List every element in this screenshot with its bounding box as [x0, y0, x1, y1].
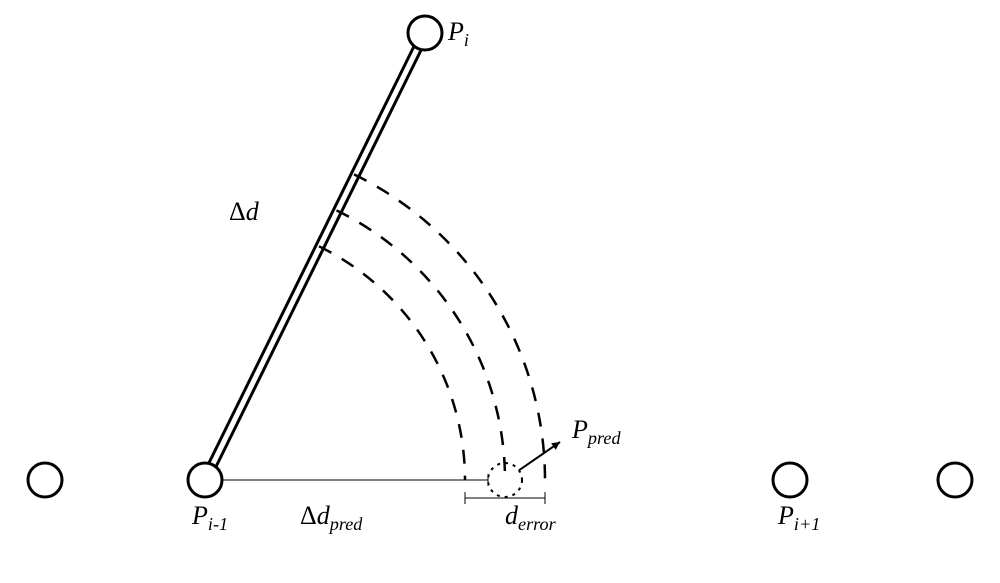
- mid-arc: [337, 210, 505, 480]
- outer-arc: [354, 174, 545, 480]
- far-left-node: [28, 463, 62, 497]
- P-i-label: Pi: [447, 17, 469, 50]
- p-i-node: [408, 16, 442, 50]
- Delta-d-pred-label: Δdpred: [300, 501, 363, 534]
- p-i-minus1-node: [188, 463, 222, 497]
- main-edge: [216, 50, 421, 466]
- p-i-plus1-node: [773, 463, 807, 497]
- main-edge: [209, 46, 414, 462]
- p-pred-arrowhead: [551, 442, 560, 450]
- P-i-plus1-label: Pi+1: [777, 501, 820, 534]
- far-right-node: [938, 463, 972, 497]
- P-i-minus1-label: Pi-1: [191, 501, 228, 534]
- inner-arc: [319, 246, 465, 480]
- Delta-d-label: Δd: [229, 197, 260, 226]
- d-error-label: derror: [505, 501, 557, 534]
- P-pred-label: Ppred: [571, 415, 621, 448]
